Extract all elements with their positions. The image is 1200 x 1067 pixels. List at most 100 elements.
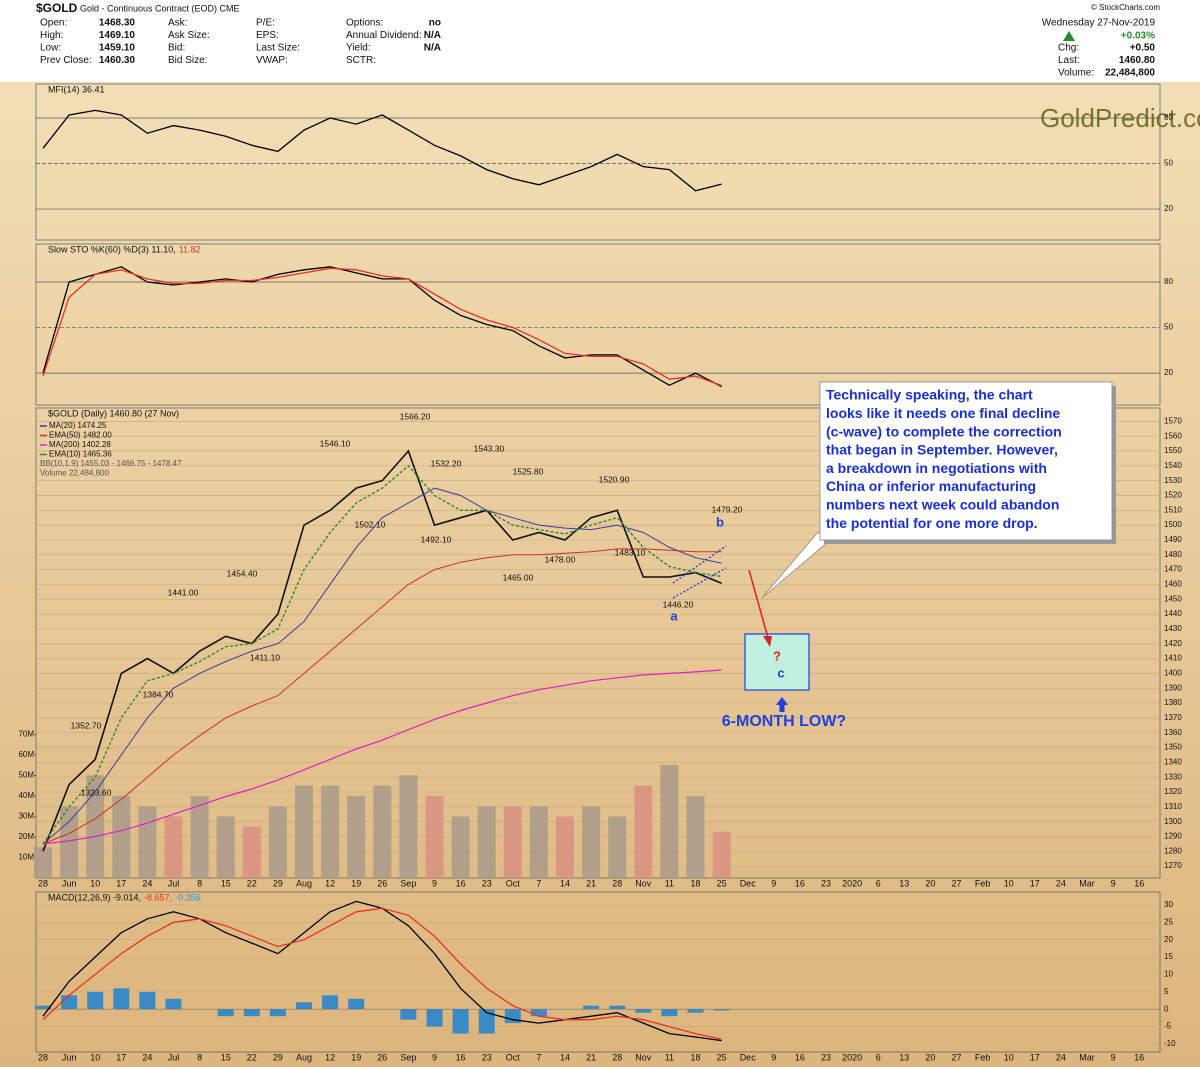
histogram-bar	[139, 991, 156, 1010]
x-tick-label: 26	[377, 1052, 387, 1062]
x-tick-label: Mar	[1079, 1052, 1095, 1062]
y2-tick-label: 40M	[18, 791, 34, 800]
price-label: 1520.90	[599, 474, 630, 484]
field-label: VWAP:	[256, 55, 288, 66]
x-tick-label: Aug	[296, 878, 312, 888]
x-tick-label: 14	[560, 1052, 570, 1062]
macd-hist-value: -0.356	[175, 892, 201, 902]
y-tick-label: 1460	[1164, 580, 1182, 589]
x-tick-label: Feb	[975, 878, 991, 888]
y-tick-label: 1410	[1164, 654, 1182, 663]
volume-bar	[242, 826, 261, 878]
y2-tick-label: 70M	[18, 729, 34, 738]
y-tick-label: 50	[1164, 159, 1173, 168]
legend-entry: EMA(10) 1465.36	[49, 450, 112, 459]
legend-entry: MA(200) 1402.28	[49, 440, 111, 449]
x-tick-label: 24	[142, 1052, 152, 1062]
price-label: 1502.10	[355, 519, 386, 529]
histogram-bar	[35, 1005, 51, 1010]
y-tick-label: 0	[1164, 1004, 1169, 1013]
volume-bar	[686, 795, 705, 878]
series-line	[42, 267, 722, 387]
volume-bar	[295, 785, 313, 878]
histogram-bar	[243, 1009, 260, 1017]
price-label: 1566.20	[400, 411, 431, 421]
volume-bar	[268, 806, 287, 878]
field-label: Prev Close:	[40, 55, 92, 66]
volume-bar	[608, 816, 627, 878]
y-tick-label: 80	[1164, 113, 1173, 122]
x-tick-label: 23	[482, 1052, 492, 1062]
price-label: 1532.20	[431, 458, 462, 468]
trend-line	[672, 545, 727, 584]
panel-title: $GOLD (Daily) 1460.80 (27 Nov)	[48, 408, 179, 418]
y-tick-label: 1450	[1164, 594, 1182, 603]
x-tick-label: 24	[1056, 1052, 1066, 1062]
x-tick-label: 24	[1056, 878, 1066, 888]
target-box	[744, 633, 810, 691]
volume-bar	[425, 795, 444, 878]
series-line	[42, 907, 722, 1040]
x-tick-label: Jul	[168, 878, 180, 888]
x-tick-label: Jul	[168, 1052, 180, 1062]
field-label: P/E:	[256, 18, 275, 29]
y-tick-label: 1370	[1164, 713, 1182, 722]
change-pct: +0.03%	[1121, 31, 1155, 42]
y-tick-label: -10	[1164, 1039, 1176, 1048]
x-tick-label: 21	[586, 878, 596, 888]
x-tick-label: 9	[771, 878, 776, 888]
x-tick-label: 27	[951, 878, 961, 888]
volume-bar	[399, 775, 418, 878]
field-value: N/A	[424, 43, 441, 54]
y-tick-label: 1470	[1164, 565, 1182, 574]
histogram-bar	[165, 998, 182, 1010]
x-tick-label: Jun	[62, 1052, 77, 1062]
wave-label: c	[777, 665, 784, 680]
x-tick-label: 24	[142, 878, 152, 888]
x-tick-label: 8	[197, 1052, 202, 1062]
x-tick-label: 9	[1111, 878, 1116, 888]
x-tick-label: 11	[665, 878, 674, 888]
x-tick-label: 19	[351, 1052, 361, 1062]
wave-label: a	[670, 608, 678, 623]
wave-label: b	[716, 514, 724, 529]
annotation-line: China or inferior manufacturing	[826, 478, 1036, 494]
histogram-bar	[687, 1009, 704, 1013]
panel-frame	[35, 83, 1161, 241]
y-tick-label: 1390	[1164, 683, 1182, 692]
x-tick-label: 19	[351, 878, 361, 888]
field-value: 1460.30	[99, 55, 136, 66]
header-panel	[0, 0, 1200, 82]
x-tick-label: 21	[586, 1052, 596, 1062]
price-label: 1546.10	[320, 438, 351, 448]
y-tick-label: 80	[1164, 277, 1173, 286]
x-tick-label: 7	[536, 878, 541, 888]
histogram-bar	[113, 988, 130, 1010]
x-tick-label: 8	[197, 878, 202, 888]
y-tick-label: 1550	[1164, 446, 1182, 455]
histogram-bar	[583, 1005, 600, 1010]
y-tick-label: 25	[1164, 917, 1173, 926]
x-tick-label: 13	[899, 1052, 909, 1062]
x-tick-label: 15	[221, 1052, 231, 1062]
field-label: Open:	[40, 18, 67, 29]
volume-bar	[477, 806, 496, 878]
series-line	[42, 669, 722, 845]
field-label: Annual Dividend:	[346, 30, 422, 41]
field-label: Bid:	[168, 43, 185, 54]
volume-bar	[373, 785, 392, 878]
x-tick-label: 28	[612, 878, 622, 888]
series-line	[42, 487, 722, 845]
histogram-bar	[217, 1009, 234, 1017]
volume-bar	[216, 816, 235, 878]
histogram-bar	[322, 995, 339, 1010]
x-tick-label: 18	[690, 1052, 700, 1062]
field-value: 1469.10	[99, 30, 136, 41]
x-tick-label: 25	[717, 878, 727, 888]
field-value: N/A	[424, 30, 441, 41]
x-tick-label: 10	[1004, 878, 1014, 888]
price-label: 1323.60	[81, 787, 112, 797]
blue-arrow	[776, 697, 788, 712]
volume-bar	[164, 816, 183, 878]
y-tick-label: 1420	[1164, 639, 1182, 648]
